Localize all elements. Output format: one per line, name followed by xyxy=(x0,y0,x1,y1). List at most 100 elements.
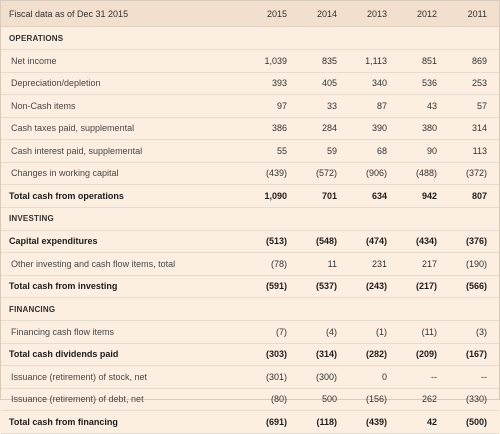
value-cell: 284 xyxy=(299,117,349,140)
value-cell: 0 xyxy=(349,365,399,389)
total-row: Total cash from investing (591) (537) (243)… xyxy=(1,275,499,298)
value-cell: (439) xyxy=(249,162,299,185)
row-label: Other investing and cash flow items, tot… xyxy=(1,252,249,276)
row-label: Total cash from investing xyxy=(1,275,249,298)
value-cell: 253 xyxy=(449,72,499,95)
value-cell: 87 xyxy=(349,94,399,118)
value-cell: (537) xyxy=(299,275,349,298)
row-label: Issuance (retirement) of stock, net xyxy=(1,365,249,389)
value-cell: -- xyxy=(399,365,449,389)
row-label: Cash interest paid, supplemental xyxy=(1,139,249,163)
value-cell: (439) xyxy=(349,410,399,434)
value-cell: 55 xyxy=(249,139,299,163)
value-cell: (376) xyxy=(449,230,499,253)
value-cell: (300) xyxy=(299,365,349,389)
row-label: Non-Cash items xyxy=(1,94,249,118)
value-cell: 68 xyxy=(349,139,399,163)
value-cell: (513) xyxy=(249,230,299,253)
value-cell: (7) xyxy=(249,320,299,344)
year-header: 2011 xyxy=(449,1,499,27)
value-cell: (572) xyxy=(299,162,349,185)
value-cell: 262 xyxy=(399,388,449,411)
value-cell: 90 xyxy=(399,139,449,163)
table-row: Financing cash flow items (7) (4) (1) (11) (3… xyxy=(1,320,499,344)
value-cell: (434) xyxy=(399,230,449,253)
value-cell: 942 xyxy=(399,184,449,208)
value-cell: (156) xyxy=(349,388,399,411)
year-header: 2013 xyxy=(349,1,399,27)
value-cell: (11) xyxy=(399,320,449,344)
value-cell: (330) xyxy=(449,388,499,411)
value-cell: 43 xyxy=(399,94,449,118)
row-label: Financing cash flow items xyxy=(1,320,249,344)
table-row: Other investing and cash flow items, tot… xyxy=(1,252,499,276)
table-row: Issuance (retirement) of stock, net (301)… xyxy=(1,365,499,389)
row-label: Depreciation/depletion xyxy=(1,72,249,95)
value-cell: (167) xyxy=(449,343,499,366)
value-cell: (78) xyxy=(249,252,299,276)
row-label: Total cash dividends paid xyxy=(1,343,249,366)
value-cell: (80) xyxy=(249,388,299,411)
value-cell: 701 xyxy=(299,184,349,208)
table-caption: Fiscal data as of Dec 31 2015 xyxy=(1,1,249,27)
value-cell: 835 xyxy=(299,49,349,73)
value-cell: (314) xyxy=(299,343,349,366)
row-label: Issuance (retirement) of debt, net xyxy=(1,388,249,411)
table-row: Non-Cash items 97 33 87 43 57 xyxy=(1,94,499,118)
value-cell: (372) xyxy=(449,162,499,185)
value-cell: 393 xyxy=(249,72,299,95)
value-cell: (3) xyxy=(449,320,499,344)
value-cell: (906) xyxy=(349,162,399,185)
row-label: Changes in working capital xyxy=(1,162,249,185)
value-cell: 231 xyxy=(349,252,399,276)
value-cell: 1,039 xyxy=(249,49,299,73)
value-cell: (301) xyxy=(249,365,299,389)
value-cell: 380 xyxy=(399,117,449,140)
value-cell: (548) xyxy=(299,230,349,253)
value-cell: 314 xyxy=(449,117,499,140)
value-cell: 536 xyxy=(399,72,449,95)
table-row: Depreciation/depletion 393 405 340 536 253 xyxy=(1,72,499,95)
value-cell: 851 xyxy=(399,49,449,73)
value-cell: (566) xyxy=(449,275,499,298)
table-row: Net income 1,039 835 1,113 851 869 xyxy=(1,49,499,73)
value-cell: 634 xyxy=(349,184,399,208)
value-cell: (282) xyxy=(349,343,399,366)
value-cell: 59 xyxy=(299,139,349,163)
value-cell: (691) xyxy=(249,410,299,434)
table-row: Cash interest paid, supplemental 55 59 68 90… xyxy=(1,139,499,163)
total-row: Total cash dividends paid (303) (314) (282)… xyxy=(1,343,499,366)
value-cell: 500 xyxy=(299,388,349,411)
total-row: Total cash from financing (691) (118) (439)… xyxy=(1,410,499,434)
table-row: Changes in working capital (439) (572) (906… xyxy=(1,162,499,185)
value-cell: 11 xyxy=(299,252,349,276)
value-cell: 113 xyxy=(449,139,499,163)
value-cell: 33 xyxy=(299,94,349,118)
value-cell: (4) xyxy=(299,320,349,344)
value-cell: 386 xyxy=(249,117,299,140)
value-cell: (488) xyxy=(399,162,449,185)
section-header-row: INVESTING xyxy=(1,207,499,231)
value-cell: (118) xyxy=(299,410,349,434)
value-cell: 807 xyxy=(449,184,499,208)
section-title: INVESTING xyxy=(1,207,499,231)
row-label: Capital expenditures xyxy=(1,230,249,253)
value-cell: 217 xyxy=(399,252,449,276)
row-label: Cash taxes paid, supplemental xyxy=(1,117,249,140)
section-header-row: FINANCING xyxy=(1,297,499,321)
section-title: FINANCING xyxy=(1,297,499,321)
year-header: 2015 xyxy=(249,1,299,27)
row-label: Total cash from financing xyxy=(1,410,249,434)
value-cell: (243) xyxy=(349,275,399,298)
year-header: 2014 xyxy=(299,1,349,27)
value-cell: 57 xyxy=(449,94,499,118)
value-cell: (190) xyxy=(449,252,499,276)
value-cell: 1,090 xyxy=(249,184,299,208)
value-cell: 869 xyxy=(449,49,499,73)
total-row: Total cash from operations 1,090 701 634 942… xyxy=(1,184,499,208)
value-cell: 1,113 xyxy=(349,49,399,73)
value-cell: (209) xyxy=(399,343,449,366)
